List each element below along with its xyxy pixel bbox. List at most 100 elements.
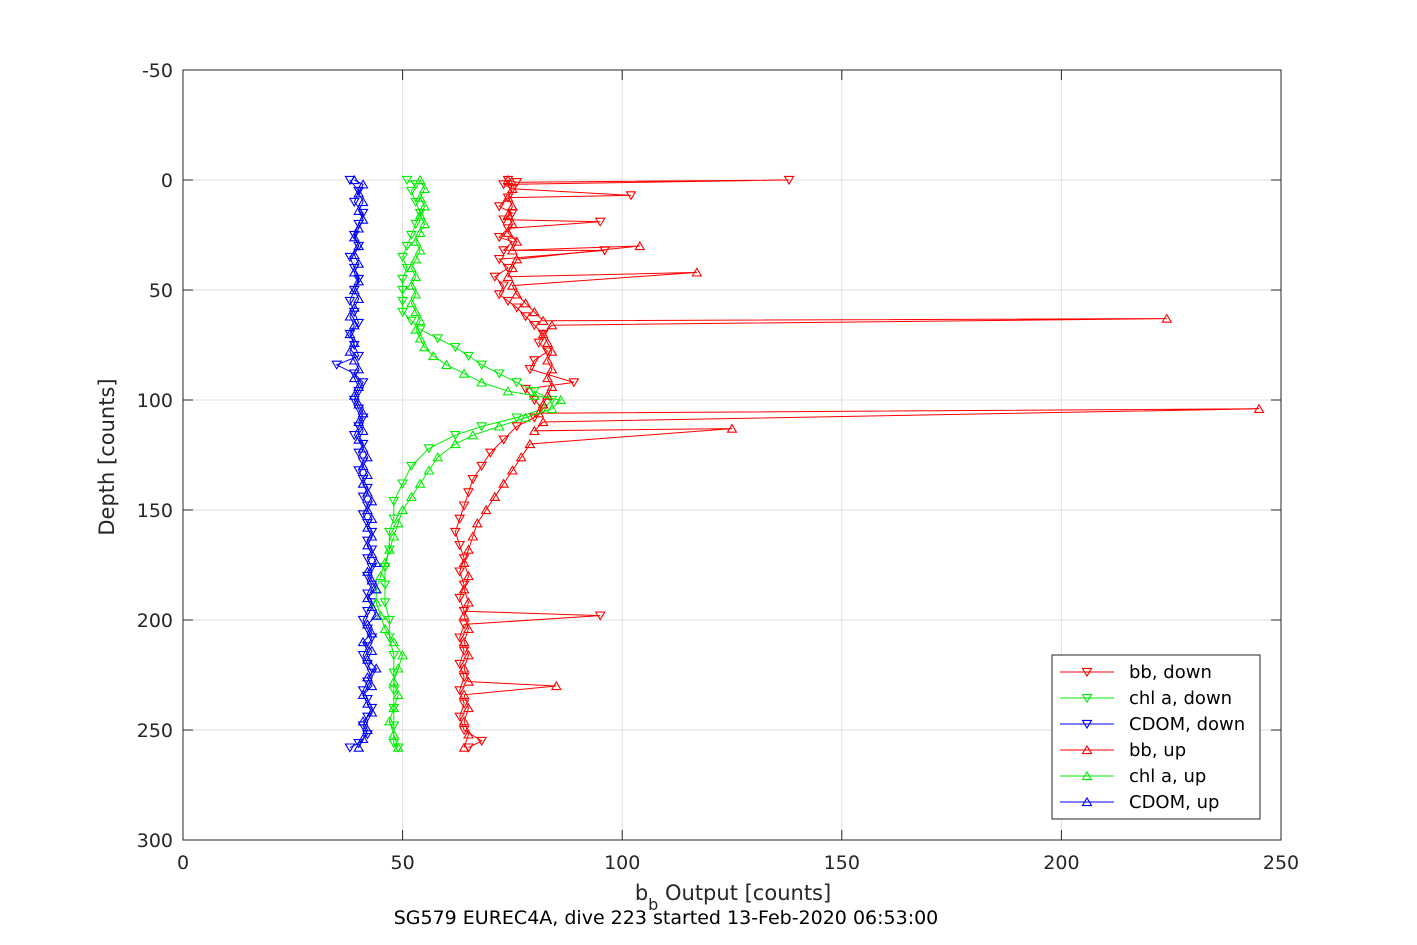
- data-point-cdom-up: [353, 205, 365, 215]
- data-point-bb-up: [537, 328, 549, 339]
- y-tick-label: 150: [137, 500, 173, 522]
- data-point-chl-a-down: [511, 413, 523, 423]
- data-point-cdom-up: [348, 267, 360, 277]
- series-layer: [331, 174, 1265, 753]
- data-point-bb-down: [528, 356, 540, 366]
- data-point-bb-up: [463, 650, 474, 660]
- data-point-bb-up: [458, 610, 470, 620]
- data-point-bb-down: [506, 208, 518, 219]
- data-point-cdom-up: [357, 214, 369, 224]
- data-point-bb-up: [463, 570, 474, 581]
- data-point-chl-a-down: [476, 422, 488, 432]
- data-point-bb-down: [533, 338, 545, 348]
- data-point-chl-a-down: [546, 395, 558, 406]
- data-point-cdom-down: [353, 318, 365, 329]
- data-point-cdom-up: [357, 636, 369, 647]
- data-point-cdom-up: [348, 337, 360, 347]
- data-point-chl-a-up: [528, 390, 540, 400]
- data-point-cdom-up: [362, 698, 373, 708]
- data-point-cdom-down: [362, 712, 373, 722]
- legend-label-cdom-down: CDOM, down: [1129, 714, 1245, 735]
- data-point-cdom-up: [366, 513, 378, 523]
- data-point-chl-a-down: [410, 180, 422, 190]
- data-point-chl-a-down: [388, 739, 400, 749]
- data-point-bb-up: [546, 364, 558, 374]
- x-axis-label-rest: Output [counts]: [658, 881, 831, 905]
- data-point-bb-down: [625, 191, 637, 201]
- tick-labels: 0 50 100 150 200 250 -50 0 50 100 150 200 250 300: [137, 60, 1299, 874]
- data-point-bb-up: [537, 416, 549, 427]
- data-point-cdom-up: [353, 188, 365, 198]
- data-point-cdom-up: [348, 372, 360, 383]
- data-point-chl-a-down: [388, 686, 400, 696]
- data-point-chl-a-down: [388, 668, 400, 678]
- data-point-cdom-up: [366, 645, 378, 655]
- series-cdom-up: [344, 174, 382, 752]
- data-point-bb-up: [550, 680, 562, 691]
- data-point-cdom-down: [344, 743, 356, 753]
- data-point-cdom-down: [362, 554, 373, 564]
- data-point-chl-a-up: [383, 716, 395, 726]
- data-point-cdom-up: [362, 452, 373, 462]
- data-point-bb-up: [542, 372, 553, 383]
- data-point-chl-a-up: [410, 306, 422, 317]
- data-point-chl-a-up: [392, 689, 404, 699]
- data-point-bb-up: [463, 544, 474, 554]
- x-tick-label: 250: [1263, 852, 1299, 874]
- plot-frame: [182, 69, 1282, 841]
- legend-marker-bb-up: [1081, 744, 1093, 755]
- data-point-chl-a-up: [414, 333, 426, 343]
- data-point-chl-a-down: [449, 343, 461, 353]
- data-point-chl-a-up: [379, 557, 391, 567]
- data-point-chl-a-up: [476, 377, 488, 387]
- data-point-bb-down: [476, 461, 488, 472]
- data-point-bb-up: [463, 623, 474, 633]
- data-point-bb-down: [454, 712, 466, 722]
- data-point-chl-a-up: [423, 465, 435, 475]
- data-point-cdom-up: [353, 223, 365, 233]
- y-axis-label: Depth [counts]: [95, 378, 119, 535]
- data-point-bb-down: [498, 281, 510, 291]
- data-point-cdom-down: [366, 563, 378, 573]
- data-point-chl-a-up: [520, 412, 532, 422]
- data-point-bb-down: [454, 633, 466, 643]
- data-point-chl-a-up: [493, 421, 505, 431]
- data-point-bb-up: [463, 676, 474, 686]
- data-point-chl-a-down: [401, 241, 413, 252]
- data-point-bb-down: [454, 541, 466, 551]
- data-point-chl-a-down: [383, 615, 395, 626]
- legend-label-chl-a-up: chl a, up: [1129, 766, 1206, 787]
- data-point-bb-down: [498, 180, 510, 190]
- data-point-bb-up: [502, 271, 514, 281]
- data-point-chl-a-up: [410, 289, 422, 299]
- data-point-cdom-up: [370, 584, 382, 594]
- data-point-chl-a-down: [476, 360, 488, 370]
- data-point-cdom-up: [370, 663, 382, 673]
- data-point-bb-up: [511, 289, 523, 299]
- data-point-bb-down: [493, 255, 505, 265]
- data-point-bb-down: [454, 514, 466, 524]
- legend-label-bb-up: bb, up: [1129, 740, 1186, 761]
- data-point-cdom-up: [353, 293, 365, 303]
- data-point-cdom-down: [357, 378, 369, 388]
- y-tick-label: 0: [161, 170, 173, 192]
- data-point-bb-down: [458, 607, 470, 617]
- data-point-bb-down: [458, 673, 470, 683]
- data-point-cdom-up: [366, 531, 378, 541]
- data-point-chl-a-down: [383, 633, 395, 643]
- data-point-chl-a-up: [397, 504, 409, 515]
- data-point-bb-down: [454, 659, 466, 670]
- data-point-cdom-up: [362, 566, 373, 576]
- data-point-cdom-up: [366, 548, 378, 559]
- data-point-chl-a-down: [397, 252, 409, 263]
- data-point-chl-a-down: [397, 285, 409, 296]
- data-point-chl-a-up: [383, 544, 395, 554]
- data-point-chl-a-down: [405, 461, 417, 472]
- legend-label-cdom-up: CDOM, up: [1129, 792, 1219, 813]
- data-point-chl-a-up: [467, 430, 479, 440]
- x-tick-label: 100: [604, 852, 640, 874]
- data-point-bb-down: [454, 686, 466, 696]
- data-point-cdom-down: [357, 510, 369, 520]
- data-point-cdom-up: [357, 196, 369, 207]
- data-point-chl-a-down: [388, 651, 400, 661]
